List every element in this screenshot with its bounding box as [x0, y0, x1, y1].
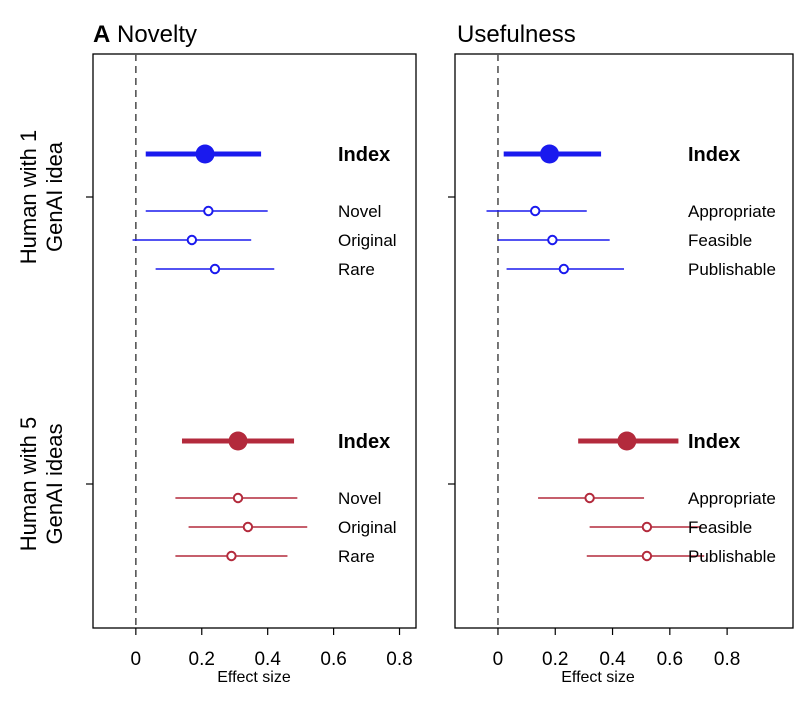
- y-group-label-1-line2: GenAI idea: [42, 141, 67, 252]
- novelty-row-label-rare: Rare: [338, 547, 375, 566]
- novelty-panel: A Novelty Effect size 0 0.2 0.4 0.6 0.8 Index…: [86, 21, 417, 686]
- y-group-label-1-line1: Human with 1: [16, 130, 41, 265]
- novelty-x-tick-label: 0.6: [320, 649, 346, 670]
- novelty-row-label-original: Original: [338, 518, 397, 537]
- usefulness-point-publishable: [641, 550, 653, 562]
- novelty-x-tick-label: 0.2: [189, 649, 215, 670]
- usefulness-x-tick-label: 0.8: [714, 649, 740, 670]
- y-group-label-5-line1: Human with 5: [16, 417, 41, 552]
- usefulness-point-feasible: [547, 234, 558, 246]
- y-group-label-5-line2: GenAI ideas: [42, 423, 67, 544]
- novelty-row-label-original: Original: [338, 231, 397, 250]
- novelty-x-tick-label: 0.4: [254, 649, 281, 670]
- novelty-plot-frame: [92, 53, 417, 629]
- usefulness-row-label-index: Index: [688, 144, 740, 166]
- usefulness-point-index: [540, 144, 560, 164]
- usefulness-x-tick-label: 0: [493, 649, 504, 670]
- novelty-row-label-novel: Novel: [338, 489, 381, 508]
- novelty-row-label-index: Index: [338, 144, 390, 166]
- usefulness-row-label-feasible: Feasible: [688, 518, 752, 537]
- usefulness-row-label-appropriate: Appropriate: [688, 202, 776, 221]
- novelty-title: Novelty: [117, 21, 197, 48]
- novelty-point-original: [242, 521, 254, 533]
- usefulness-row-label-appropriate: Appropriate: [688, 489, 776, 508]
- novelty-row-label-index: Index: [338, 431, 390, 453]
- usefulness-row-label-publishable: Publishable: [688, 547, 776, 566]
- novelty-point-novel: [203, 205, 214, 217]
- usefulness-row-label-index: Index: [688, 431, 740, 453]
- novelty-row-label-novel: Novel: [338, 202, 381, 221]
- novelty-row-label-rare: Rare: [338, 260, 375, 279]
- usefulness-row-label-publishable: Publishable: [688, 260, 776, 279]
- usefulness-point-publishable: [558, 263, 570, 275]
- usefulness-point-feasible: [641, 521, 653, 533]
- usefulness-x-tick-label: 0.4: [599, 649, 626, 670]
- usefulness-point-index: [617, 431, 637, 451]
- usefulness-x-tick-label: 0.2: [542, 649, 568, 670]
- y-group-label-5: Human with 5 GenAI ideas: [16, 417, 67, 552]
- novelty-point-index: [228, 431, 248, 451]
- usefulness-point-appropriate: [530, 205, 541, 217]
- novelty-point-rare: [209, 263, 221, 275]
- usefulness-plot-frame: [454, 53, 794, 629]
- novelty-x-axis-label: Effect size: [217, 669, 291, 686]
- novelty-point-original: [186, 234, 198, 246]
- novelty-x-tick-label: 0: [131, 649, 142, 670]
- novelty-x-tick-label: 0.8: [386, 649, 412, 670]
- panel-label: A: [93, 21, 110, 48]
- novelty-point-rare: [226, 550, 237, 562]
- novelty-point-novel: [232, 492, 244, 504]
- novelty-point-index: [195, 144, 215, 164]
- usefulness-x-tick-label: 0.6: [657, 649, 683, 670]
- y-group-label-1: Human with 1 GenAI idea: [16, 130, 67, 265]
- usefulness-title: Usefulness: [457, 21, 576, 48]
- usefulness-row-label-feasible: Feasible: [688, 231, 752, 250]
- usefulness-x-axis-label: Effect size: [561, 669, 635, 686]
- usefulness-panel: Usefulness Effect size 0 0.2 0.4 0.6 0.8 Inde…: [448, 21, 794, 686]
- usefulness-point-appropriate: [584, 492, 595, 504]
